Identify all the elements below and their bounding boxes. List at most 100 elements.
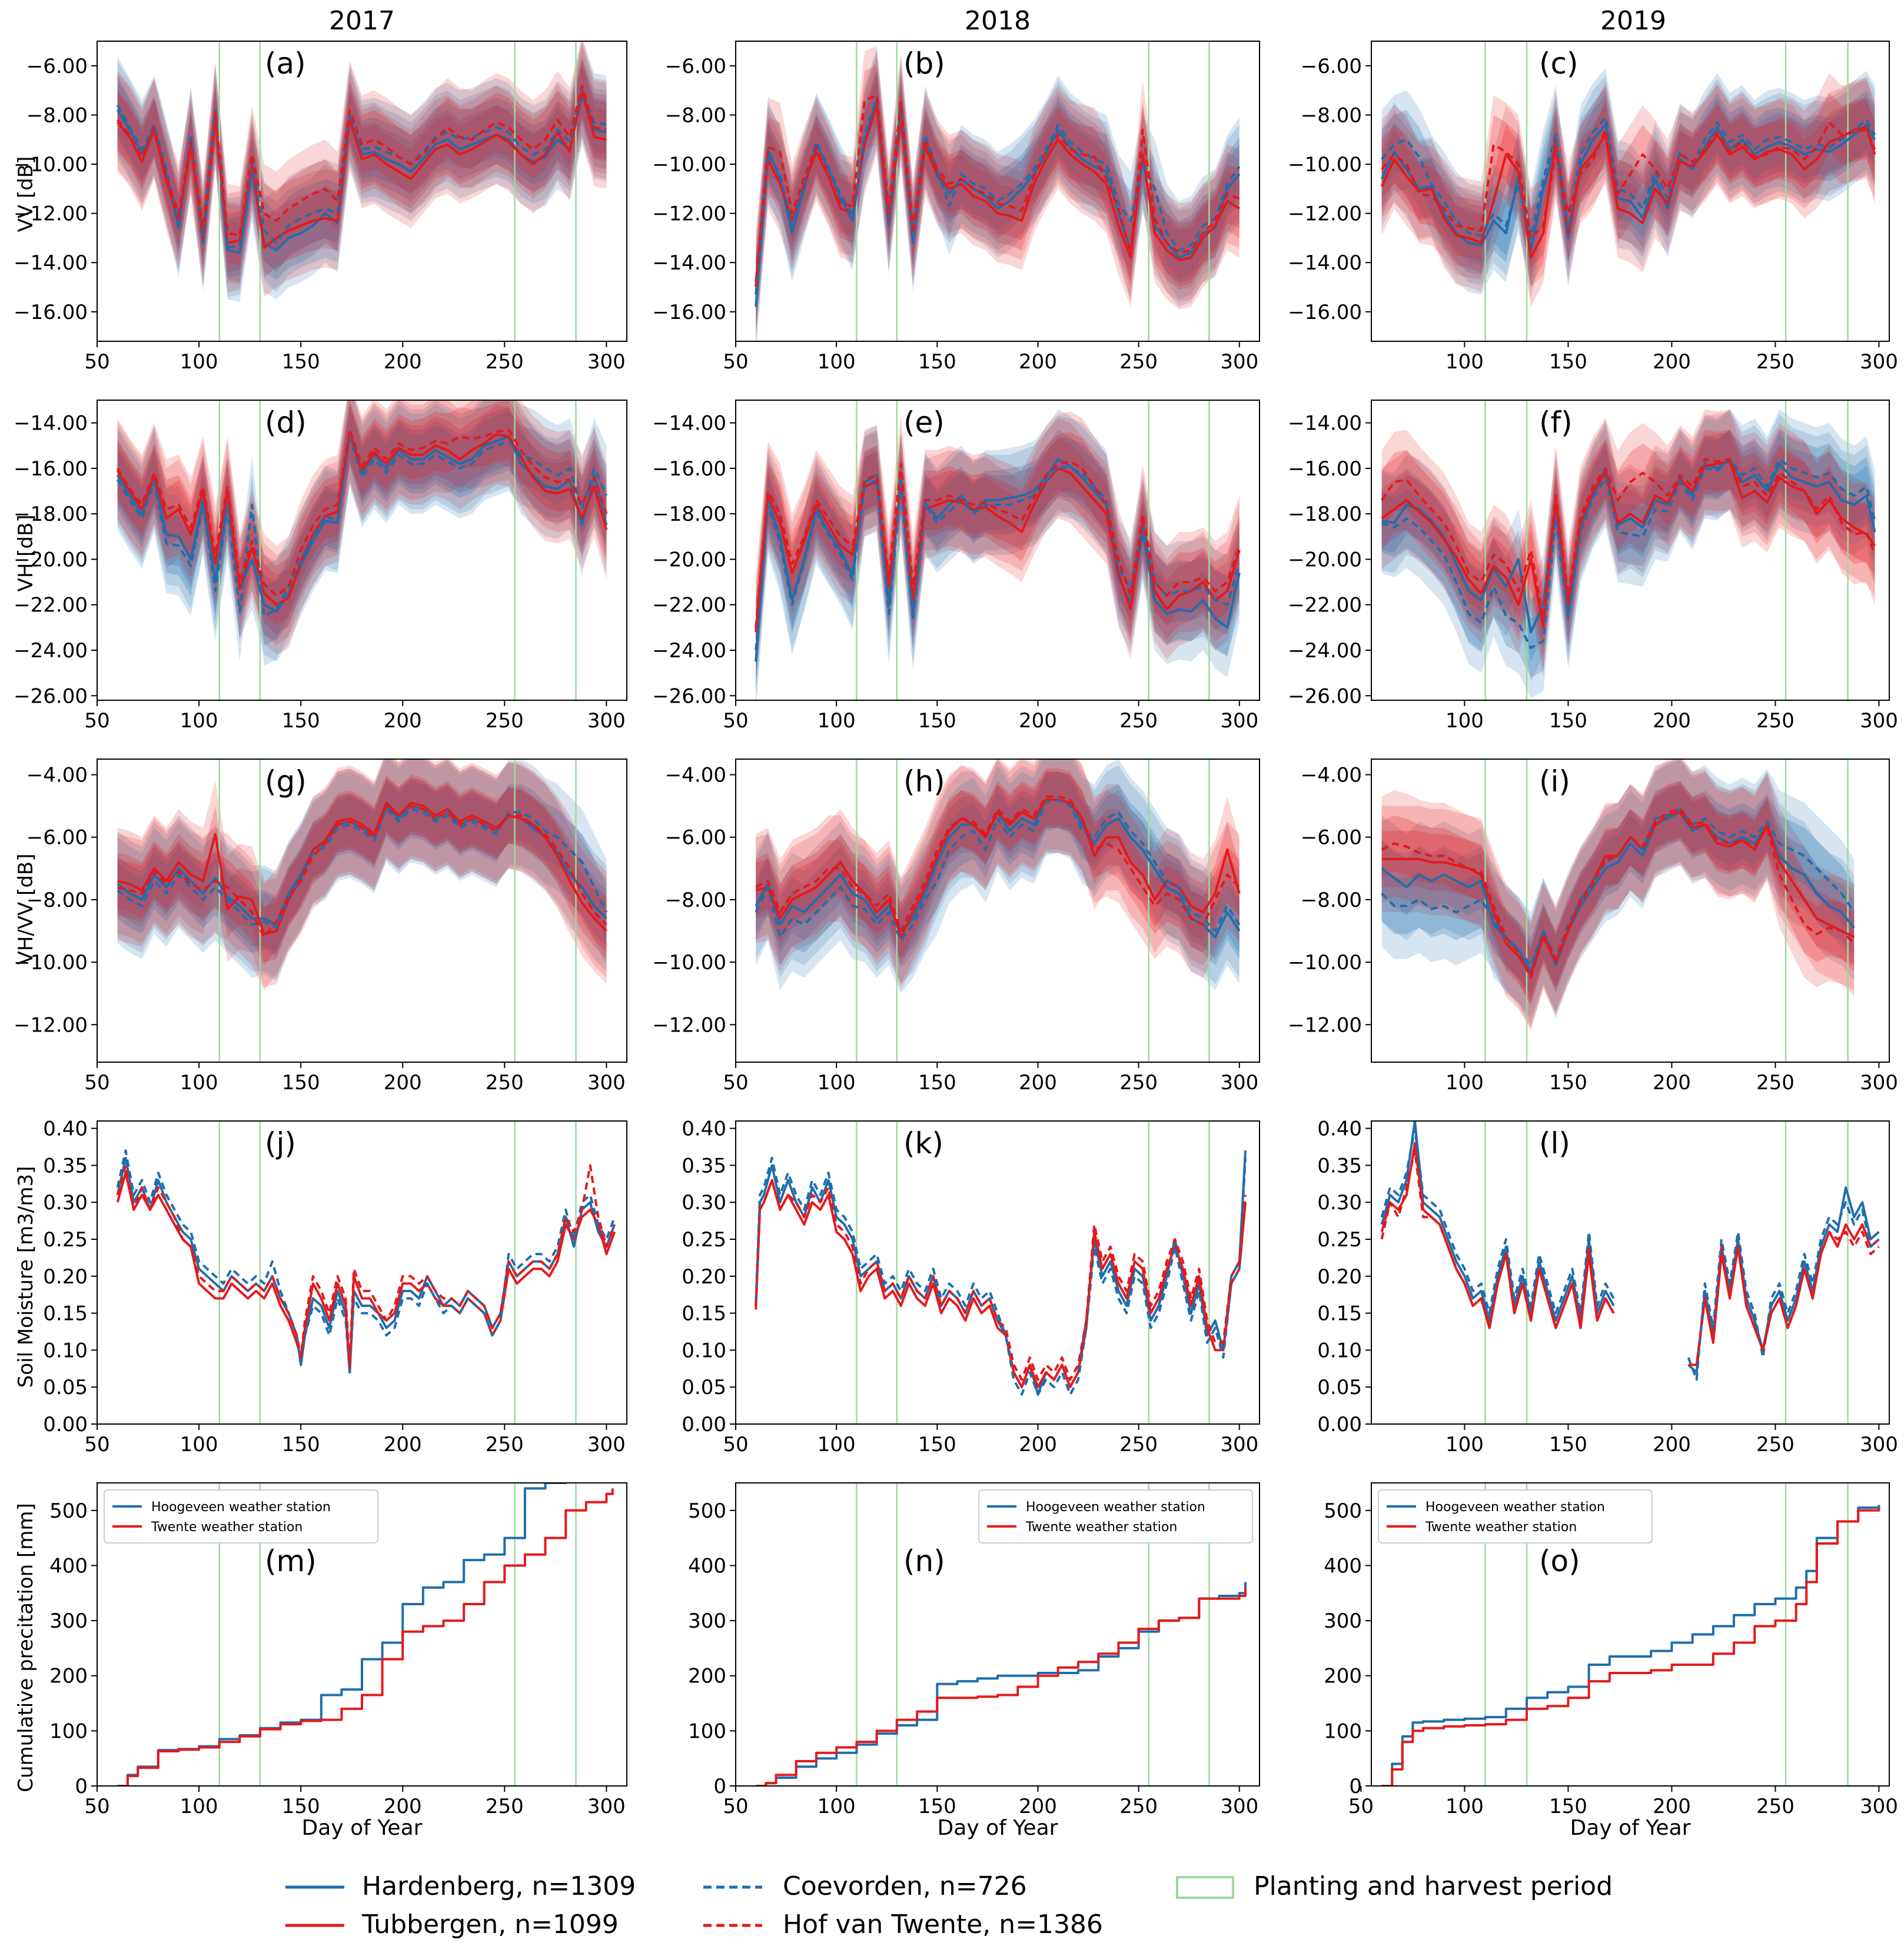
- y-tick-label: −14.00: [652, 251, 726, 275]
- y-tick-label: −12.00: [14, 202, 88, 226]
- y-tick-label: −10.00: [14, 951, 88, 974]
- band-coevorden-n-726-outer: [117, 759, 607, 981]
- x-tick-label: 200: [384, 350, 422, 374]
- y-tick-label: −24.00: [1288, 639, 1362, 663]
- y-tick-label: 0.35: [1317, 1154, 1362, 1177]
- x-tick-label: 250: [486, 1433, 524, 1456]
- x-tick-label: 100: [180, 1071, 218, 1095]
- y-tick-label: 0.15: [682, 1302, 726, 1326]
- panel-g: 50 100 150 200 250 300 −4.00 −6.00 −8.00 −10.00 −1…: [14, 759, 627, 1095]
- y-tick-label: −4.00: [1301, 764, 1362, 787]
- xlabel-2017: Day of Year: [302, 1816, 423, 1840]
- x-tick-label: 200: [1019, 1433, 1057, 1456]
- y-tick-label: −24.00: [652, 639, 726, 663]
- y-tick-label: −6.00: [1301, 55, 1362, 78]
- x-tick-label: 150: [1549, 350, 1587, 374]
- panel-n: 50 100 150 200 250 300 0 100 200 300 400 500 (n) Hoog…: [688, 1482, 1260, 1818]
- band-hardenberg-n-1309-outer: [117, 400, 607, 662]
- series-line-hof-van-twente-n-1386: [1380, 1149, 1880, 1366]
- y-tick-label: −16.00: [14, 301, 88, 324]
- y-tick-label: 500: [1324, 1499, 1362, 1523]
- x-tick-label: 50: [723, 350, 748, 374]
- axes-frame: [1371, 1482, 1890, 1787]
- plot-area: [755, 400, 1241, 700]
- band-tubbergen-n-1099-outer: [1381, 759, 1855, 1028]
- y-tick-label: −18.00: [14, 503, 88, 526]
- axes-frame: [97, 1120, 627, 1425]
- axes-frame: [1371, 759, 1890, 1063]
- legend-label-tubbergen: Tubbergen, n=1099: [361, 1910, 619, 1940]
- x-tick-label: 200: [1653, 1071, 1691, 1095]
- series-line-twente-weather-station: [756, 1587, 1247, 1786]
- y-tick-label: 0.15: [43, 1302, 88, 1326]
- band-tubbergen-n-1099-inner: [1381, 432, 1875, 657]
- band-hardenberg-n-1309-outer: [756, 759, 1240, 990]
- legend-label-coevorden: Coevorden, n=726: [783, 1871, 1027, 1901]
- x-tick-label: 300: [587, 709, 626, 733]
- y-tick-label: −6.00: [665, 826, 726, 850]
- panel-f: 100 150 200 250 300 −14.00 −16.00 −18.00 −20.00 −…: [1288, 400, 1898, 733]
- x-tick-label: 250: [1756, 709, 1795, 733]
- band-tubbergen-n-1099-outer: [117, 400, 607, 655]
- y-tick-label: −12.00: [14, 1013, 88, 1037]
- y-tick-label: −22.00: [1288, 594, 1362, 617]
- series-line-tubbergen-n-1099: [116, 433, 608, 606]
- band-hardenberg-n-1309-inner: [1381, 784, 1855, 1000]
- ylabel-vv: VV [dB]: [14, 157, 38, 232]
- x-tick-label: 300: [1860, 350, 1898, 374]
- y-tick-label: 0.35: [682, 1154, 726, 1177]
- legend-label-planting-period: Planting and harvest period: [1254, 1871, 1613, 1901]
- ylabel-soil-moisture: Soil Moisture [m3/m3]: [14, 1166, 38, 1388]
- x-tick-label: 250: [1756, 1433, 1795, 1456]
- x-tick-label: 250: [1756, 1071, 1795, 1095]
- series-line-tubbergen-n-1099: [117, 801, 607, 936]
- y-tick-label: −16.00: [1288, 457, 1362, 481]
- y-tick-label: −8.00: [665, 104, 726, 127]
- x-tick-label: 150: [1549, 1433, 1587, 1456]
- y-tick-label: 200: [688, 1665, 726, 1688]
- x-tick-label: 50: [84, 1433, 109, 1456]
- y-tick-label: 100: [1324, 1719, 1362, 1743]
- plot-area: [756, 1483, 1247, 1786]
- x-tick-label: 150: [918, 1795, 956, 1818]
- y-tick-label: 300: [688, 1609, 726, 1633]
- y-tick-label: 0: [713, 1775, 726, 1798]
- band-coevorden-n-726-inner: [117, 58, 607, 278]
- band-hof-van-twente-n-1386-outer: [1381, 409, 1875, 668]
- station-legend: Hoogeveen weather station Twente weather …: [1378, 1489, 1653, 1544]
- y-tick-label: −10.00: [652, 951, 726, 974]
- y-tick-label: −14.00: [14, 251, 88, 275]
- plot-area: [755, 759, 1241, 1062]
- y-tick-label: 0.10: [43, 1339, 88, 1362]
- x-tick-label: 100: [1446, 709, 1484, 733]
- legend-label-hof-van-twente: Hof van Twente, n=1386: [783, 1910, 1103, 1940]
- band-hardenberg-n-1309-inner: [756, 430, 1240, 691]
- x-tick-label: 150: [1549, 709, 1587, 733]
- y-tick-label: 0.30: [682, 1191, 726, 1215]
- panel-l: 100 150 200 250 300 0.00 0.05 0.10 0.15 0.20 0.25 0…: [1317, 1117, 1898, 1456]
- y-tick-label: 0.00: [682, 1413, 726, 1436]
- panel-b: 50 100 150 200 250 300 −6.00 −8.00 −10.00 −12.00 −…: [652, 41, 1260, 374]
- series-line-hof-van-twente-n-1386: [116, 428, 608, 597]
- x-tick-label: 300: [1220, 1071, 1258, 1095]
- y-tick-label: 0.30: [1317, 1191, 1362, 1215]
- x-tick-label: 50: [84, 350, 109, 374]
- series-line-hoogeveen-weather-station: [1381, 1505, 1880, 1786]
- x-tick-label: 50: [723, 1433, 748, 1456]
- x-tick-label: 100: [818, 350, 856, 374]
- series-line-tubbergen-n-1099: [1381, 460, 1876, 629]
- ylabel-ratio: VH/VV [dB]: [14, 853, 38, 964]
- y-tick-label: −12.00: [1288, 1013, 1362, 1037]
- series-line-tubbergen-n-1099: [755, 799, 1241, 939]
- panel-a: 50 100 150 200 250 300 −6.00 −8.00 −10.00 −12.00 −…: [14, 41, 627, 374]
- y-tick-label: −14.00: [652, 412, 726, 435]
- x-tick-label: 150: [1549, 1071, 1587, 1095]
- x-tick-label: 200: [1653, 350, 1691, 374]
- x-tick-label: 250: [486, 350, 524, 374]
- station-legend-label: Twente weather station: [1025, 1520, 1177, 1535]
- axes-frame: [735, 400, 1260, 701]
- y-tick-label: −18.00: [1288, 503, 1362, 526]
- x-tick-label: 50: [84, 709, 109, 733]
- x-tick-label: 150: [918, 350, 956, 374]
- series-line-coevorden-n-726: [1380, 1127, 1880, 1381]
